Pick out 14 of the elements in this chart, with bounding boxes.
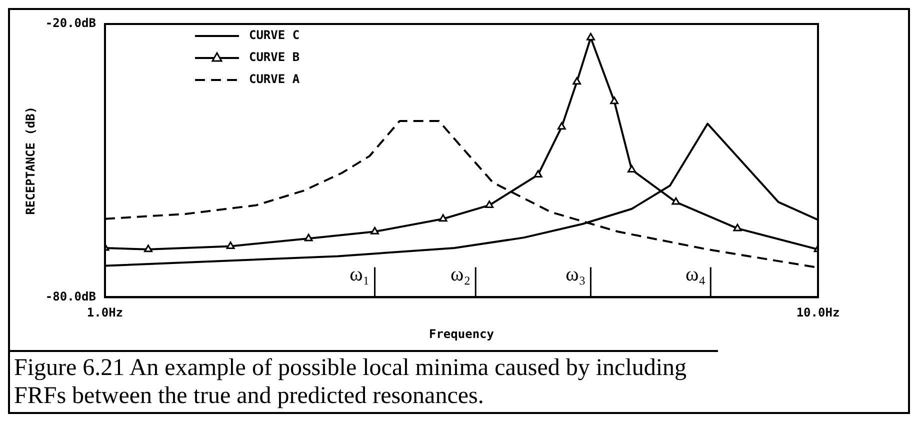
y-tick-label: -80.0dB: [45, 289, 96, 304]
x-axis-title: Frequency: [428, 326, 494, 341]
ref-line-label: ω₄: [685, 263, 706, 286]
x-tick-label: 1.0Hz: [86, 306, 124, 320]
y-tick-label: -20.0dB: [45, 16, 96, 30]
legend-label: CURVE B: [248, 50, 300, 64]
ref-line-label: ω₃: [566, 263, 586, 286]
legend-label: CURVE A: [248, 72, 300, 86]
x-tick-label: 10.0Hz: [796, 306, 840, 320]
legend-label: CURVE C: [248, 28, 300, 42]
ref-line-label: ω₂: [450, 263, 471, 286]
ref-line-label: ω₁: [350, 263, 370, 286]
caption: Figure 6.21 An example of possible local minima caused by including FRFs between the true and predicted resonances.: [10, 350, 718, 412]
y-axis-title: RECEPTANCE (dB): [23, 106, 38, 215]
